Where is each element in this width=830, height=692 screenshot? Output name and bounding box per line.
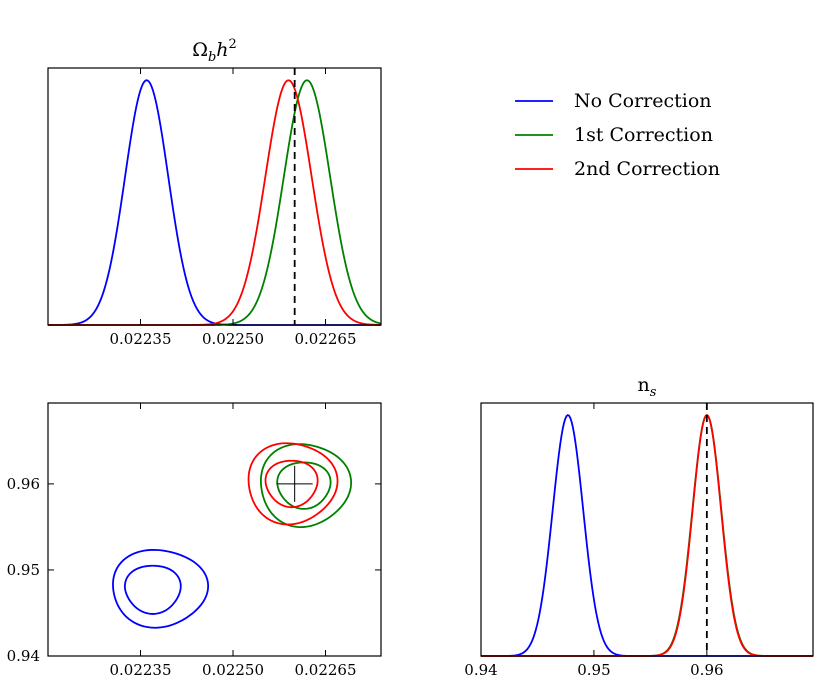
y-tick-label: 0.95 bbox=[7, 561, 40, 579]
panel-bottom-left: 0.94 0.95 0.96 0.02235 0.02250 0.02265 bbox=[7, 402, 382, 679]
series-line-2nd-correction bbox=[481, 413, 813, 657]
legend-label: 1st Correction bbox=[574, 124, 713, 146]
contour-no-correction-outer bbox=[112, 548, 210, 629]
x-tick-label: 0.94 bbox=[464, 661, 497, 679]
y-tick-label: 0.94 bbox=[7, 647, 40, 665]
panel-title: ns bbox=[638, 374, 657, 400]
contour-1st-correction-outer bbox=[259, 443, 353, 529]
panel-top-left: 0.02235 0.02250 0.02265 Ωbh2 bbox=[47, 37, 382, 348]
x-tick-label: 0.95 bbox=[577, 661, 610, 679]
panel-title: Ωbh2 bbox=[192, 37, 237, 65]
panel-bottom-right: 0.94 0.95 0.96 ns bbox=[464, 374, 814, 679]
contour-2nd-correction-outer bbox=[247, 442, 339, 526]
x-tick-label: 0.96 bbox=[690, 661, 723, 679]
x-tick-label: 0.02235 bbox=[109, 661, 171, 679]
legend-label: No Correction bbox=[574, 90, 712, 112]
title-mid: h bbox=[216, 39, 228, 61]
panel-frame bbox=[47, 67, 382, 326]
title-subscript: b bbox=[208, 50, 216, 65]
x-tick-label: 0.02235 bbox=[109, 330, 171, 348]
series-line-2nd-correction bbox=[48, 79, 382, 326]
contour-1st-correction-inner bbox=[276, 461, 332, 510]
series-line-no-correction bbox=[48, 79, 381, 326]
contour-2nd-correction-inner bbox=[264, 459, 319, 509]
series-line-no-correction bbox=[481, 413, 813, 657]
title-base: Ω bbox=[192, 39, 208, 61]
series-line-1st-correction bbox=[48, 79, 382, 326]
title-base: n bbox=[638, 374, 650, 396]
title-superscript: 2 bbox=[229, 37, 237, 52]
y-tick-label: 0.96 bbox=[7, 475, 40, 493]
series-line-1st-correction bbox=[481, 413, 813, 657]
legend-label: 2nd Correction bbox=[574, 158, 720, 180]
title-subscript: s bbox=[650, 385, 657, 400]
x-tick-label: 0.02265 bbox=[294, 330, 356, 348]
panel-frame bbox=[480, 402, 814, 657]
x-tick-label: 0.02250 bbox=[202, 330, 264, 348]
contour-no-correction-inner bbox=[124, 564, 182, 615]
legend: No Correction 1st Correction 2nd Correctio… bbox=[515, 90, 720, 180]
panel-frame bbox=[47, 402, 382, 657]
x-tick-label: 0.02265 bbox=[294, 661, 356, 679]
x-tick-label: 0.02250 bbox=[202, 661, 264, 679]
